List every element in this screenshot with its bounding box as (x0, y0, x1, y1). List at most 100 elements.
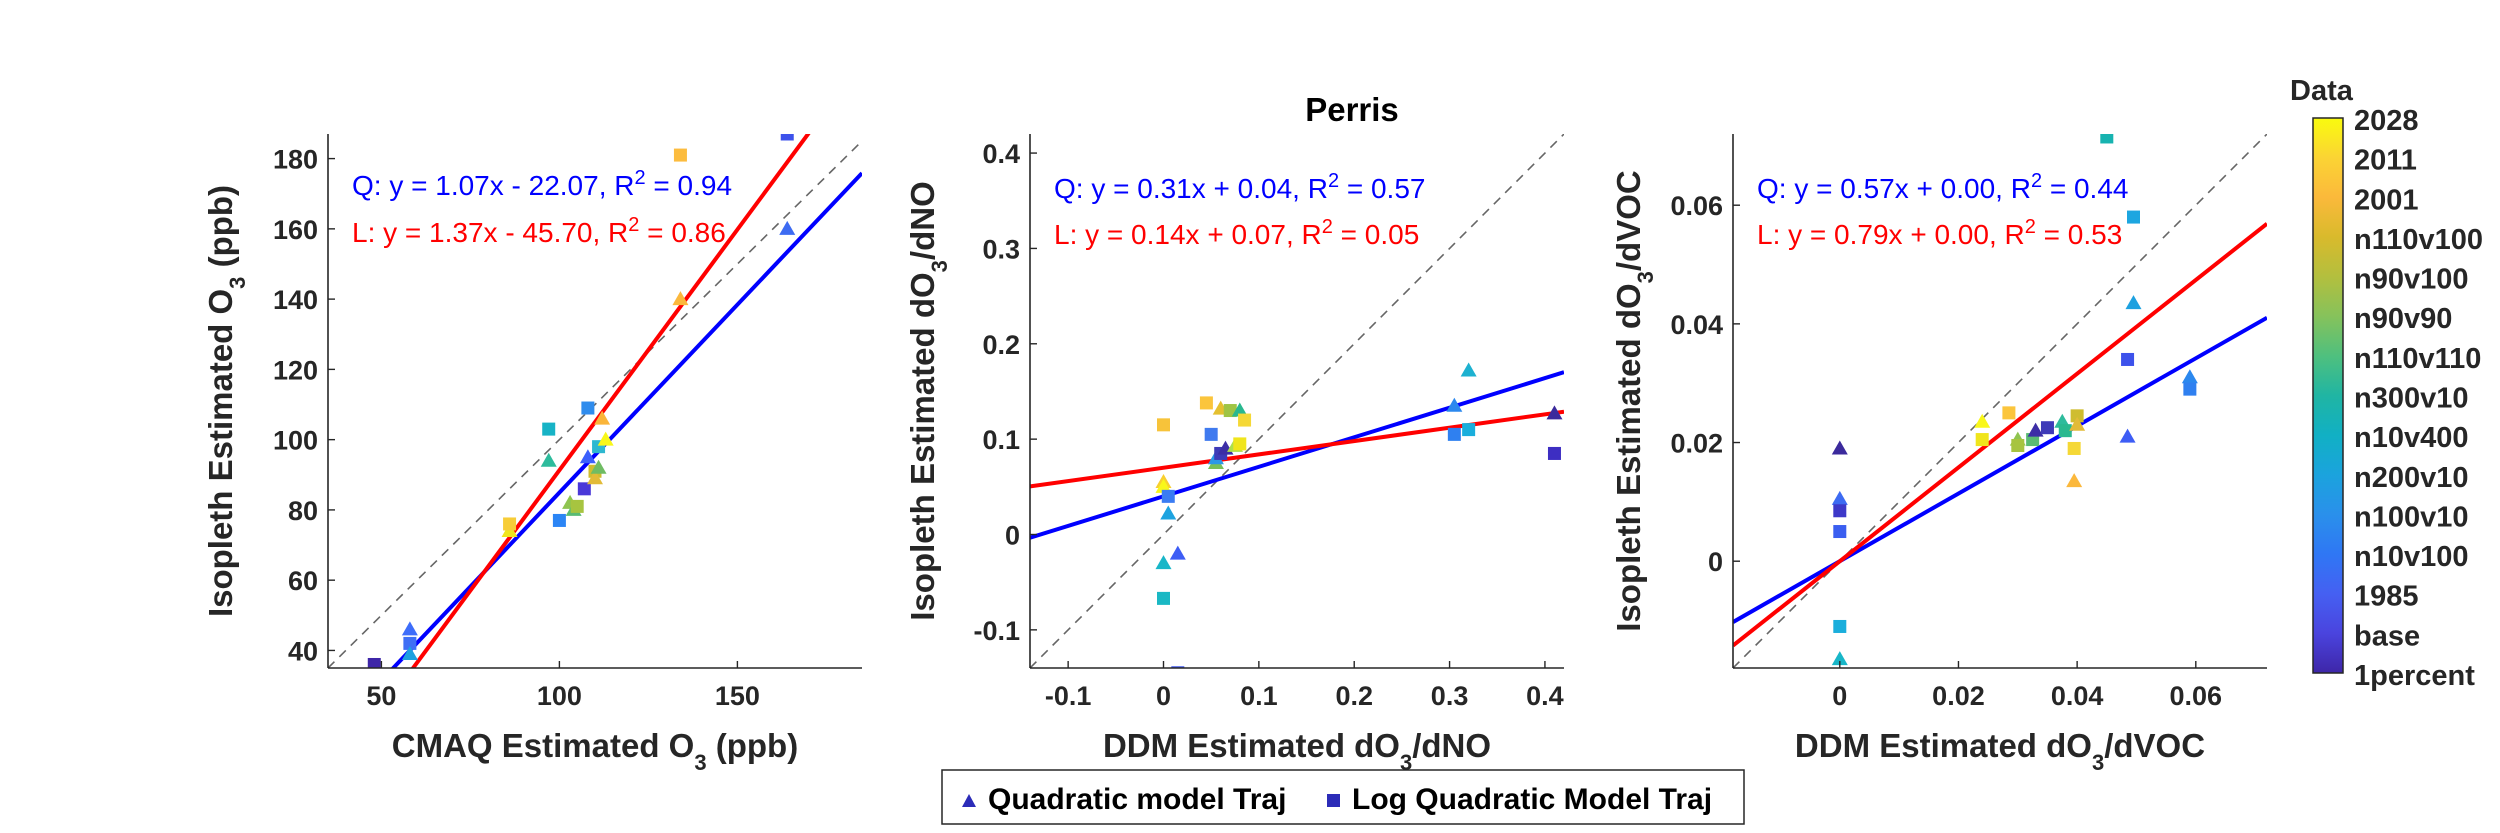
colorbar-label: n200v10 (2354, 462, 2469, 494)
data-point-triangle (2125, 295, 2142, 310)
x-tick-label: 0.3 (1431, 681, 1469, 711)
data-point-triangle (1974, 413, 1991, 428)
colorbar-label: n300v10 (2354, 383, 2469, 415)
legend-square-marker (1327, 794, 1340, 807)
data-point-triangle (594, 410, 611, 425)
fit-line-q (1733, 315, 2267, 624)
y-tick-label: 0 (1005, 521, 1020, 551)
data-point-square (1161, 489, 1175, 503)
data-point-square (1238, 413, 1252, 427)
data-point-triangle (401, 645, 418, 660)
colorbar-label: n110v100 (2354, 224, 2483, 256)
data-point-triangle (2181, 369, 2198, 384)
x-tick-label: 0 (1832, 681, 1847, 711)
y-tick-label: 100 (273, 426, 318, 456)
data-point-triangle (1169, 545, 1186, 560)
fit-equation-l: L: y = 1.37x - 45.70, R2 = 0.86 (352, 214, 726, 248)
data-point-square (1833, 619, 1847, 633)
x-tick-label: 0 (1156, 681, 1171, 711)
colorbar-label: n90v90 (2354, 303, 2452, 335)
y-tick-label: 0.04 (1670, 310, 1723, 340)
data-point-square (542, 422, 556, 436)
data-point-square (367, 657, 381, 668)
colorbar-label: 2028 (2354, 105, 2419, 137)
data-point-square (2121, 352, 2135, 366)
x-axis-label: DDM Estimated dO3/dVOC (1795, 727, 2205, 775)
data-point-square (1975, 433, 1989, 447)
data-point-square (1199, 396, 1213, 410)
y-tick-label: 140 (273, 285, 318, 315)
data-point-square (2070, 409, 2084, 423)
y-tick-label: 0.1 (982, 425, 1020, 455)
y-tick-label: 0.06 (1670, 191, 1723, 221)
x-tick-label: -0.1 (1045, 681, 1092, 711)
data-point-square (2067, 441, 2081, 455)
colorbar-label: 2011 (2354, 145, 2417, 177)
y-axis-label: Isopleth Estimated dO3/dNO (904, 181, 952, 620)
fit-equation-q: Q: y = 1.07x - 22.07, R2 = 0.94 (352, 167, 732, 201)
data-point-triangle (2069, 416, 2086, 431)
legend-label-quadratic: Quadratic model Traj (988, 783, 1286, 816)
fit-equation-q: Q: y = 0.57x + 0.00, R2 = 0.44 (1757, 170, 2128, 204)
data-point-square (1447, 427, 1461, 441)
data-point-triangle (597, 431, 614, 446)
data-point-triangle (779, 220, 796, 235)
legend-label-log-quadratic: Log Quadratic Model Traj (1352, 783, 1712, 816)
panel-ozone: 50 100 150 40 60 80 100 120 140 160 180 CMAQ Estima… (202, 134, 862, 775)
colorbar-label: 1percent (2354, 660, 2475, 692)
x-tick-label: 100 (537, 681, 582, 711)
fit-line-l (410, 134, 811, 668)
x-tick-label: 0.4 (1526, 681, 1564, 711)
data-point-triangle (1831, 440, 1848, 455)
data-point-square (577, 482, 591, 496)
colorbar-label: base (2354, 620, 2420, 652)
y-tick-label: 0 (1708, 547, 1723, 577)
colorbar-label: n100v10 (2354, 501, 2469, 533)
x-tick-label: 0.2 (1335, 681, 1373, 711)
data-point-triangle (590, 459, 607, 474)
colorbar-label: n110v110 (2354, 343, 2481, 375)
data-point-triangle (1831, 490, 1848, 505)
data-point-square (1204, 427, 1218, 441)
data-point-triangle (401, 621, 418, 636)
fit-line-q (1030, 370, 1564, 540)
y-tick-label: 80 (288, 496, 318, 526)
y-tick-label: 180 (273, 145, 318, 175)
y-tick-label: 0.02 (1670, 429, 1723, 459)
colorbar: Data 2028 2011 2001 n110v100 n90v100 n90v90 n1… (2290, 75, 2483, 692)
x-tick-label: 0.02 (1932, 681, 1985, 711)
data-point-triangle (672, 291, 689, 306)
one-to-one-line (1733, 134, 2267, 668)
data-point-triangle (1831, 651, 1848, 666)
legend-box (941, 769, 1745, 825)
x-tick-label: 0.1 (1240, 681, 1278, 711)
y-tick-label: 60 (288, 566, 318, 596)
data-point-square (552, 513, 566, 527)
data-point-triangle (579, 449, 596, 464)
colorbar-label: 2001 (2354, 184, 2419, 216)
data-point-square (2127, 210, 2140, 224)
colorbar-title: Data (2290, 75, 2354, 107)
data-point-square (570, 499, 584, 513)
one-to-one-line (1030, 134, 1564, 668)
x-axis-label: CMAQ Estimated O3 (ppb) (392, 727, 798, 775)
x-tick-label: 50 (366, 681, 396, 711)
fit-line-l (1733, 222, 2267, 648)
plot-area (328, 134, 862, 668)
data-point-square (2040, 421, 2054, 435)
colorbar-scale (2312, 117, 2344, 674)
data-point-triangle (1155, 478, 1172, 493)
fit-line-q (390, 171, 862, 668)
panel-nox-sensitivity: -0.1 0 0.1 0.2 0.3 0.4 -0.1 0 0.1 0.2 0.3 0.4 DDM Es… (904, 134, 1564, 775)
data-point-square (503, 517, 517, 531)
data-point-square (1157, 418, 1170, 432)
colorbar-label: n90v100 (2354, 264, 2469, 296)
data-point-square (1547, 446, 1561, 460)
colorbar-label: n10v100 (2354, 541, 2469, 573)
x-tick-label: 150 (715, 681, 760, 711)
x-tick-label: 0.06 (2170, 681, 2223, 711)
data-point-triangle (1231, 402, 1248, 417)
data-point-triangle (1460, 362, 1477, 377)
figure-title: Perris (1305, 91, 1399, 128)
